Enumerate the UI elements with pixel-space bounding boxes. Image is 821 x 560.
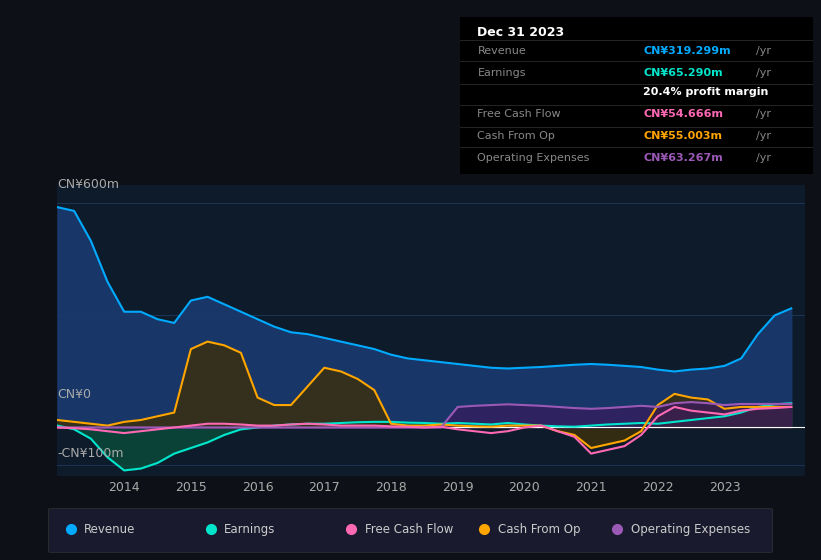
Text: Earnings: Earnings <box>478 68 526 78</box>
Text: CN¥54.666m: CN¥54.666m <box>644 109 723 119</box>
Text: CN¥319.299m: CN¥319.299m <box>644 46 731 57</box>
Text: /yr: /yr <box>756 109 771 119</box>
Text: Operating Expenses: Operating Expenses <box>478 153 589 163</box>
Text: /yr: /yr <box>756 46 771 57</box>
Text: Free Cash Flow: Free Cash Flow <box>478 109 561 119</box>
Text: 20.4% profit margin: 20.4% profit margin <box>644 87 768 97</box>
Text: /yr: /yr <box>756 153 771 163</box>
Text: CN¥63.267m: CN¥63.267m <box>644 153 723 163</box>
Text: Cash From Op: Cash From Op <box>498 522 580 536</box>
Text: Dec 31 2023: Dec 31 2023 <box>478 26 565 39</box>
Text: -CN¥100m: -CN¥100m <box>57 447 124 460</box>
Text: Revenue: Revenue <box>84 522 135 536</box>
Text: Earnings: Earnings <box>224 522 276 536</box>
Text: CN¥65.290m: CN¥65.290m <box>644 68 723 78</box>
FancyBboxPatch shape <box>48 508 773 552</box>
Text: /yr: /yr <box>756 131 771 141</box>
Text: /yr: /yr <box>756 68 771 78</box>
Text: Revenue: Revenue <box>478 46 526 57</box>
Text: CN¥55.003m: CN¥55.003m <box>644 131 722 141</box>
Text: CN¥600m: CN¥600m <box>57 178 120 192</box>
Text: Cash From Op: Cash From Op <box>478 131 555 141</box>
Text: CN¥0: CN¥0 <box>57 388 91 402</box>
Text: Free Cash Flow: Free Cash Flow <box>365 522 453 536</box>
Text: Operating Expenses: Operating Expenses <box>631 522 750 536</box>
